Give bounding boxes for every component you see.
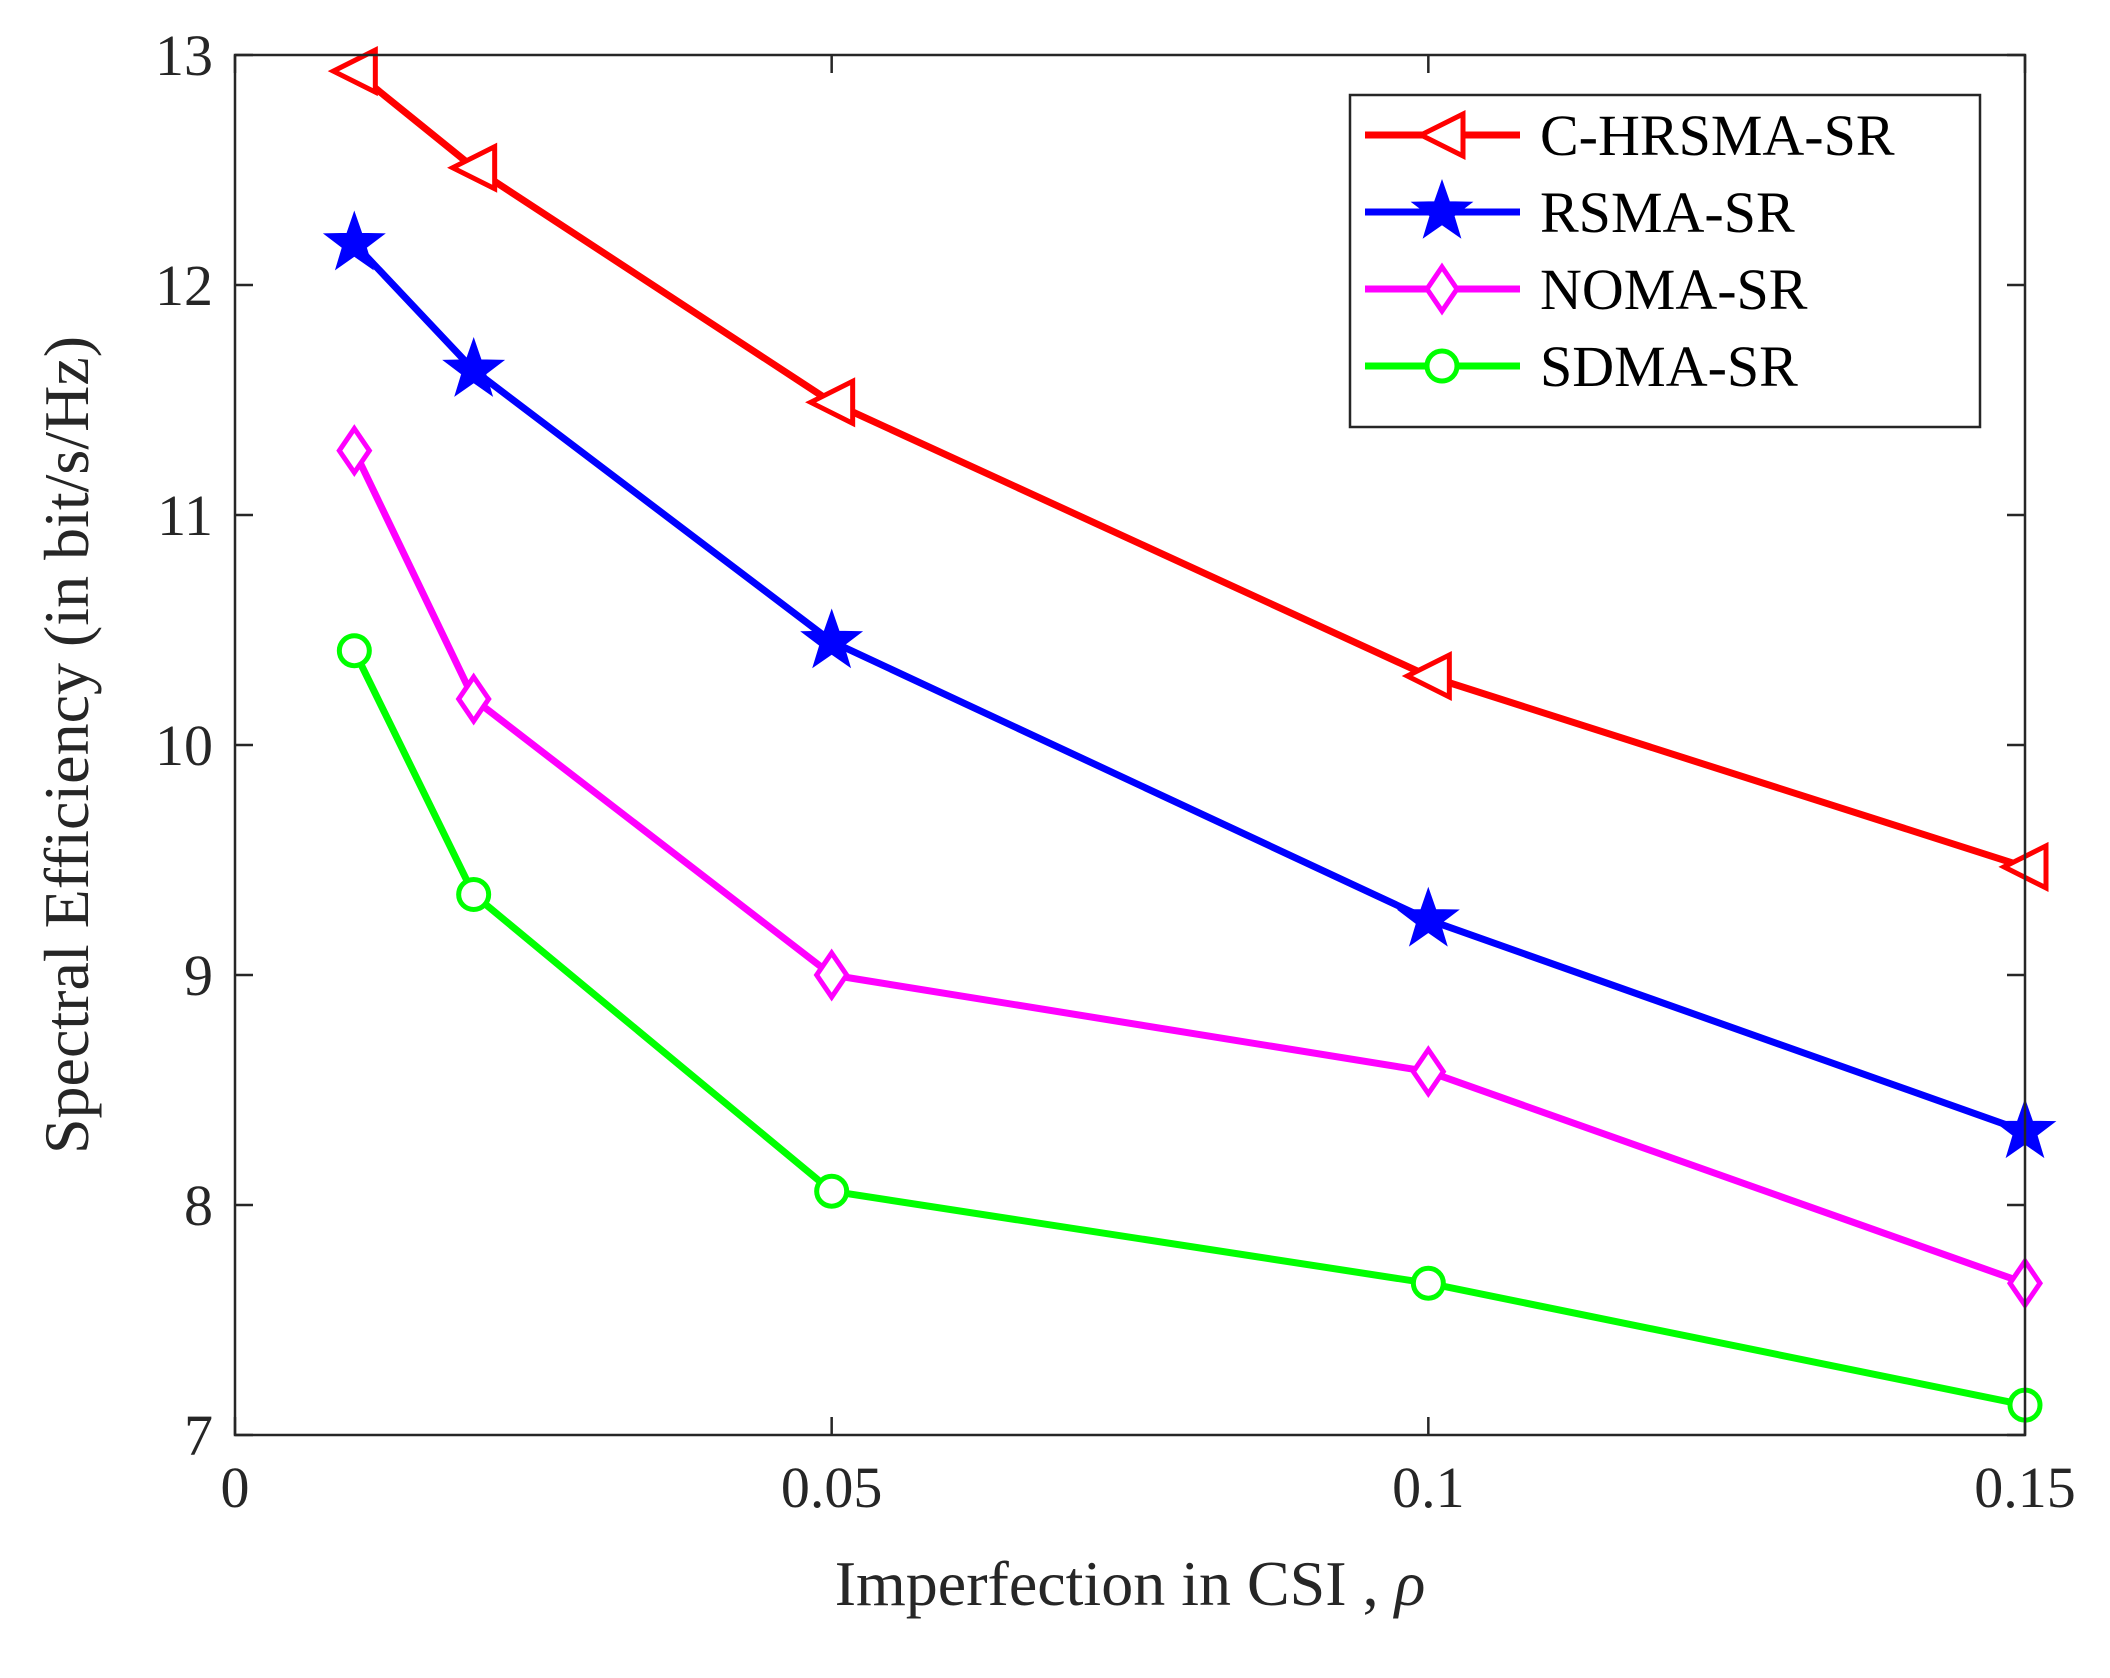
legend: C-HRSMA-SR RSMA-SR NOMA-SR SDMA-SR — [1348, 93, 1982, 429]
series-sdma-sr — [336, 633, 2043, 1423]
legend-label-c-hrsma-sr: C-HRSMA-SR — [1540, 103, 1895, 168]
legend-marker-noma-sr — [1423, 262, 1461, 316]
x-axis-label: Imperfection in CSI , ρ — [835, 1548, 1426, 1619]
x-tick-label: 0 — [221, 1455, 250, 1520]
legend-label-noma-sr: NOMA-SR — [1540, 257, 1808, 322]
data-point-c-hrsma-sr — [1401, 650, 1452, 702]
plot-frame — [233, 53, 2027, 1437]
data-point-sdma-sr — [456, 877, 492, 912]
axis-ticks: 0 0.05 0.1 0.15 7 8 9 10 11 12 13 — [155, 23, 2076, 1520]
y-tick-label: 9 — [184, 943, 213, 1008]
series-layer — [322, 46, 2057, 1423]
y-tick-label: 11 — [157, 483, 213, 548]
data-point-rsma-sr — [800, 608, 864, 669]
legend-label-sdma-sr: SDMA-SR — [1540, 334, 1798, 399]
data-point-noma-sr — [336, 424, 373, 478]
x-axis-label-symbol: ρ — [1393, 1548, 1426, 1619]
y-tick-label: 13 — [155, 23, 213, 88]
data-point-c-hrsma-sr — [805, 377, 856, 428]
y-tick-label: 10 — [155, 713, 213, 778]
data-point-c-hrsma-sr — [447, 142, 498, 193]
legend-label-rsma-sr: RSMA-SR — [1540, 180, 1795, 245]
y-tick-label: 12 — [155, 253, 213, 318]
data-point-rsma-sr — [1396, 886, 1460, 947]
data-point-rsma-sr — [442, 337, 506, 397]
legend-marker-rsma-sr — [1410, 178, 1474, 239]
y-tick-label: 7 — [184, 1403, 213, 1468]
x-tick-label: 0.05 — [781, 1455, 883, 1520]
data-point-noma-sr — [813, 948, 850, 1002]
data-point-sdma-sr — [1410, 1265, 1446, 1301]
y-tick-label: 8 — [184, 1173, 213, 1238]
data-point-noma-sr — [455, 672, 492, 726]
data-point-noma-sr — [1410, 1045, 1447, 1099]
data-point-sdma-sr — [814, 1173, 850, 1209]
legend-marker-c-hrsma-sr — [1415, 109, 1466, 161]
x-tick-label: 0.1 — [1392, 1455, 1465, 1520]
legend-marker-sdma-sr — [1424, 348, 1460, 384]
data-point-c-hrsma-sr — [327, 46, 378, 97]
series-noma-sr — [336, 424, 2044, 1310]
y-axis-label: Spectral Efficiency (in bit/s/Hz) — [31, 336, 102, 1154]
data-point-rsma-sr — [322, 210, 386, 271]
data-point-sdma-sr — [336, 633, 372, 669]
x-tick-label: 0.15 — [1974, 1455, 2076, 1520]
